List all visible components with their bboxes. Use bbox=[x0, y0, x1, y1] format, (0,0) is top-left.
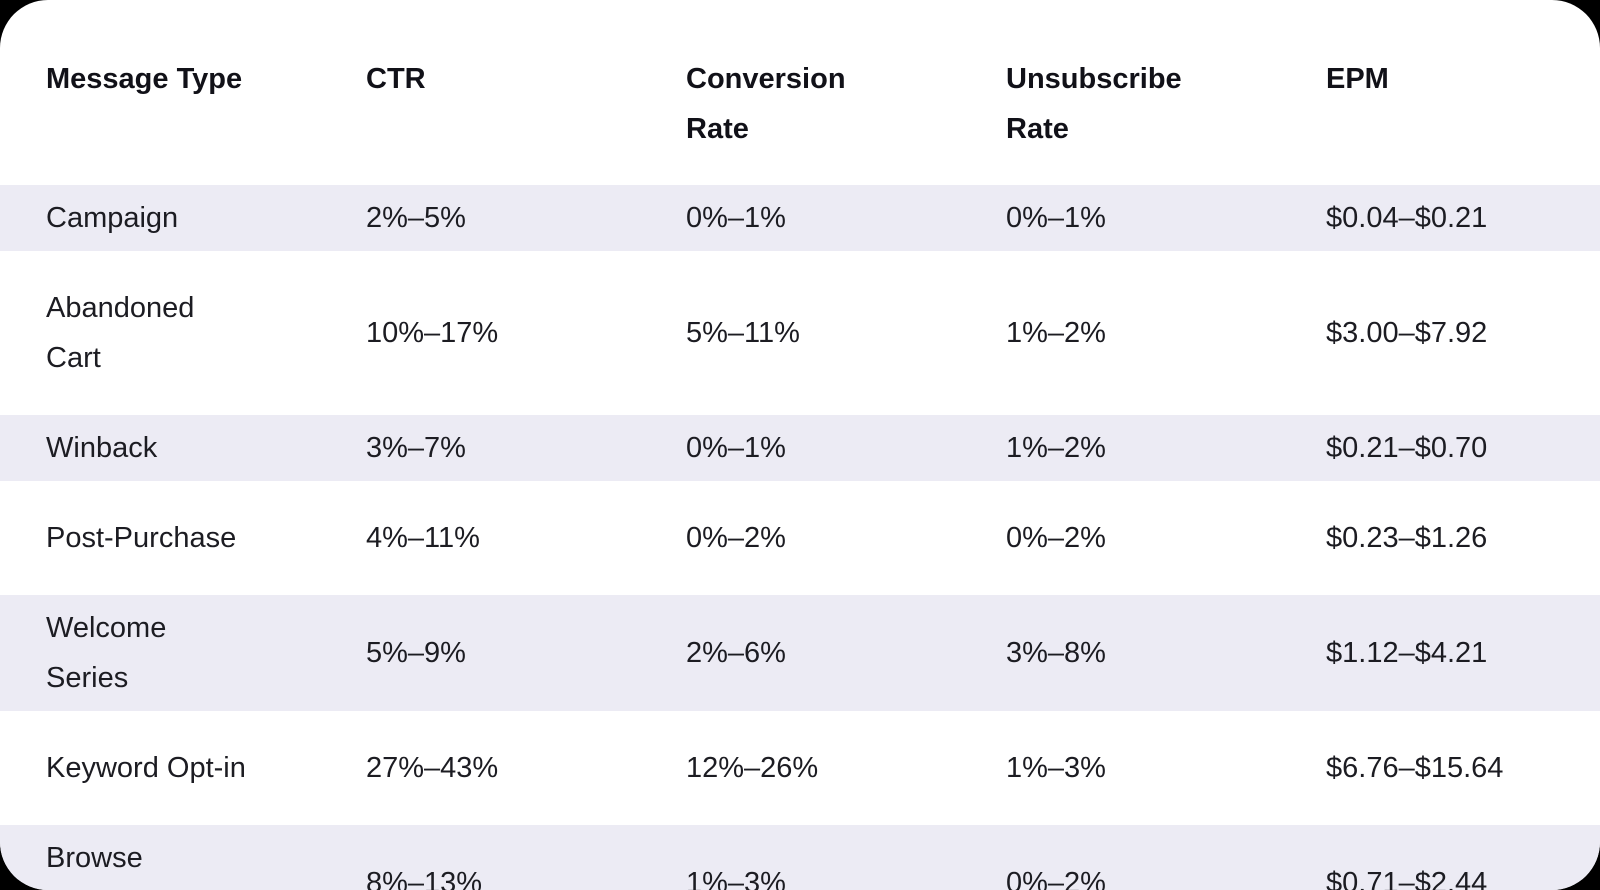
cell-unsubscribe-rate: 3%–8% bbox=[1006, 637, 1106, 669]
cell-conversion-rate: 0%–1% bbox=[686, 432, 786, 464]
cell-ctr: 3%–7% bbox=[366, 432, 466, 464]
table-row: Keyword Opt-in 27%–43% 12%–26% 1%–3% $6.76–$… bbox=[0, 735, 1600, 801]
cell-message-type: Keyword Opt-in bbox=[46, 752, 246, 784]
cell-epm: $0.04–$0.21 bbox=[1326, 202, 1488, 234]
cell-message-type: Welcome Series bbox=[46, 612, 167, 694]
cell-ctr: 10%–17% bbox=[366, 317, 499, 349]
cell-ctr: 27%–43% bbox=[366, 752, 499, 784]
cell-ctr: 2%–5% bbox=[366, 202, 466, 234]
cell-unsubscribe-rate: 1%–3% bbox=[1006, 752, 1106, 784]
cell-unsubscribe-rate: 0%–1% bbox=[1006, 202, 1106, 234]
table-row: Welcome Series 5%–9% 2%–6% 3%–8% $1.12–$4.21 bbox=[0, 595, 1600, 711]
column-header-ctr: CTR bbox=[366, 63, 426, 95]
cell-unsubscribe-rate: 1%–2% bbox=[1006, 317, 1106, 349]
table-row: Winback 3%–7% 0%–1% 1%–2% $0.21–$0.70 bbox=[0, 415, 1600, 481]
cell-unsubscribe-rate: 0%–2% bbox=[1006, 867, 1106, 890]
cell-unsubscribe-rate: 1%–2% bbox=[1006, 432, 1106, 464]
cell-epm: $6.76–$15.64 bbox=[1326, 752, 1504, 784]
table-row: Browse Abandonment 8%–13% 1%–3% 0%–2% $0.71–… bbox=[0, 825, 1600, 890]
table-row: Post-Purchase 4%–11% 0%–2% 0%–2% $0.23–$1.26 bbox=[0, 505, 1600, 571]
cell-message-type: Winback bbox=[46, 432, 158, 464]
table-body: Campaign 2%–5% 0%–1% 0%–1% $0.04–$0.21 Abando… bbox=[0, 185, 1600, 890]
cell-ctr: 8%–13% bbox=[366, 867, 483, 890]
column-header-epm: EPM bbox=[1326, 63, 1389, 95]
cell-epm: $3.00–$7.92 bbox=[1326, 317, 1488, 349]
cell-conversion-rate: 2%–6% bbox=[686, 637, 786, 669]
cell-message-type: Abandoned Cart bbox=[46, 292, 195, 374]
cell-epm: $0.71–$2.44 bbox=[1326, 867, 1488, 890]
cell-conversion-rate: 0%–1% bbox=[686, 202, 786, 234]
column-header-message-type: Message Type bbox=[46, 63, 243, 95]
cell-message-type: Campaign bbox=[46, 202, 179, 234]
table-row: Abandoned Cart 10%–17% 5%–11% 1%–2% $3.00–$7… bbox=[0, 275, 1600, 391]
cell-message-type: Post-Purchase bbox=[46, 522, 237, 554]
cell-conversion-rate: 12%–26% bbox=[686, 752, 819, 784]
cell-epm: $0.23–$1.26 bbox=[1326, 522, 1488, 554]
cell-epm: $1.12–$4.21 bbox=[1326, 637, 1488, 669]
cell-ctr: 4%–11% bbox=[366, 522, 480, 554]
cell-epm: $0.21–$0.70 bbox=[1326, 432, 1488, 464]
table-row: Campaign 2%–5% 0%–1% 0%–1% $0.04–$0.21 bbox=[0, 185, 1600, 251]
cell-conversion-rate: 5%–11% bbox=[686, 317, 800, 349]
cell-conversion-rate: 0%–2% bbox=[686, 522, 786, 554]
column-header-unsubscribe-rate: Unsubscribe Rate bbox=[1006, 63, 1182, 145]
cell-message-type: Browse Abandonment bbox=[46, 842, 143, 874]
column-header-conversion-rate: Conversion Rate bbox=[686, 63, 846, 145]
table-header-row: Message Type CTR Conversion Rate Unsubsc… bbox=[0, 54, 1600, 154]
cell-conversion-rate: 1%–3% bbox=[686, 867, 786, 890]
cell-ctr: 5%–9% bbox=[366, 637, 466, 669]
cell-unsubscribe-rate: 0%–2% bbox=[1006, 522, 1106, 554]
